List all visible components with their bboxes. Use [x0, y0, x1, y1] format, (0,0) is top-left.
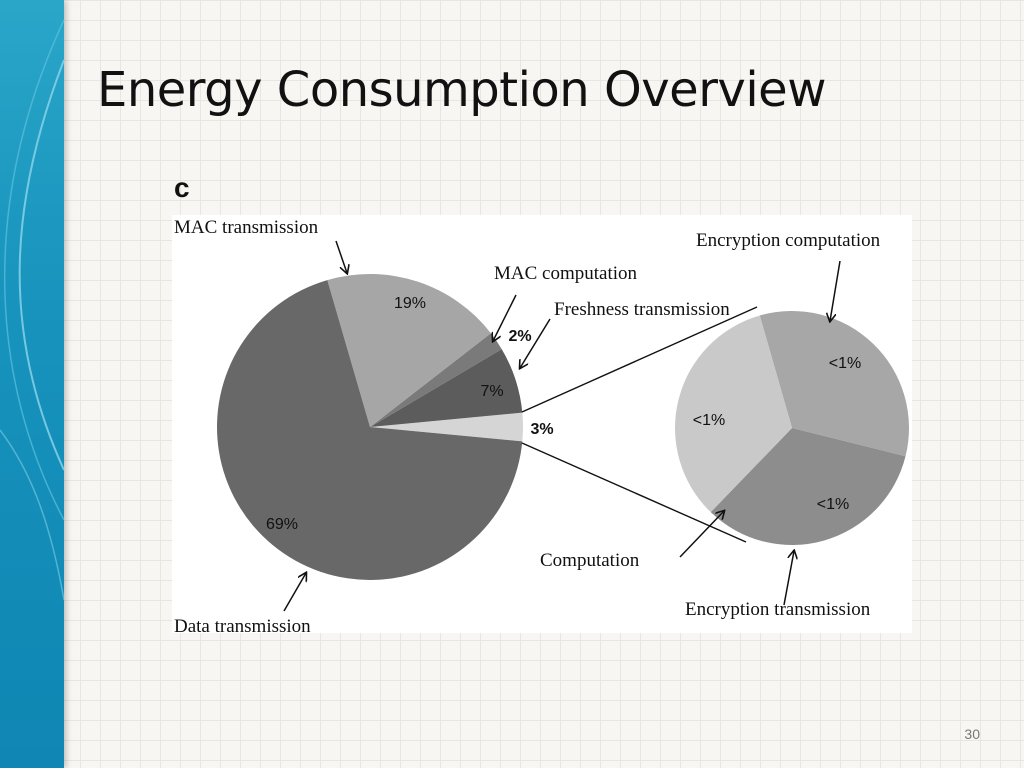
connector-line-top	[521, 306, 758, 413]
panel-letter: c	[174, 172, 190, 203]
main-slice-computation	[370, 412, 523, 442]
sub-slice-encryption-transmission	[710, 428, 906, 545]
arrow-encryption-computation	[830, 260, 841, 321]
value-label-encryption-computation: <1%	[829, 355, 861, 372]
category-label-freshness-transmission: Freshness transmission	[554, 299, 730, 320]
main-slice-freshness-transmission	[370, 349, 523, 427]
category-label-data-transmission: Data transmission	[174, 616, 311, 633]
side-decoration-band	[0, 0, 64, 768]
category-label-mac-computation: MAC computation	[494, 263, 638, 284]
explode-connector-lines	[521, 306, 758, 543]
main-slice-mac-transmission	[327, 274, 491, 427]
category-label-mac-transmission: MAC transmission	[174, 217, 319, 238]
sub-slice-encryption-computation	[759, 310, 909, 457]
arrow-mac-computation	[493, 294, 517, 341]
arrow-mac-transmission	[335, 240, 347, 273]
connector-line-bottom	[521, 442, 747, 543]
exploded-pie	[674, 310, 909, 545]
value-label-mac-computation: 2%	[508, 328, 531, 345]
value-label-sub-computation: <1%	[693, 412, 725, 429]
arrow-freshness-transmission	[520, 318, 551, 368]
main-pie	[216, 274, 523, 581]
arrow-data-transmission	[283, 573, 306, 612]
category-labels: MAC transmission MAC computation Freshne…	[174, 217, 881, 633]
value-label-encryption-transmission: <1%	[817, 496, 849, 513]
value-label-computation: 3%	[530, 421, 553, 438]
pie-chart: 19% 2% 7% 3% 69% <1% <1% <1% MAC transmi…	[174, 217, 909, 633]
side-swoosh-graphic	[0, 19, 64, 601]
sub-slice-computation	[674, 315, 792, 513]
category-label-encryption-transmission: Encryption transmission	[685, 599, 871, 620]
category-label-encryption-computation: Encryption computation	[696, 230, 881, 251]
value-label-mac-transmission: 19%	[394, 295, 426, 312]
arrow-computation	[679, 511, 724, 558]
annotation-arrows	[283, 240, 841, 612]
main-slice-data-transmission	[216, 280, 523, 581]
value-label-freshness-transmission: 7%	[480, 383, 503, 400]
pie-chart-figure: 19% 2% 7% 3% 69% <1% <1% <1% MAC transmi…	[172, 215, 912, 633]
arrow-encryption-transmission	[783, 551, 794, 606]
slice-value-labels: 19% 2% 7% 3% 69% <1% <1% <1%	[266, 295, 861, 533]
value-label-data-transmission: 69%	[266, 516, 298, 533]
page-number: 30	[964, 726, 980, 742]
category-label-computation: Computation	[540, 550, 640, 571]
main-slice-mac-computation	[370, 333, 502, 427]
slide-title: Energy Consumption Overview	[97, 62, 826, 118]
